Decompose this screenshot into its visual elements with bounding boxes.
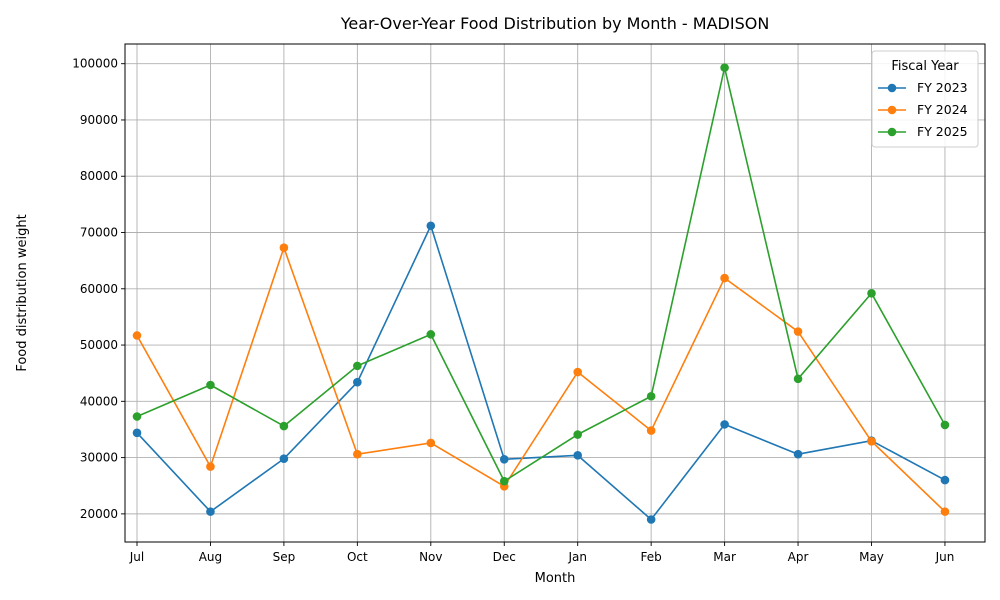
legend-marker: [887, 127, 897, 137]
data-point: [132, 412, 142, 421]
x-tick-label: Feb: [641, 550, 662, 564]
legend-label: FY 2024: [917, 102, 968, 117]
data-point: [206, 507, 215, 516]
legend: Fiscal Year FY 2023 FY 2024 FY 2025: [871, 50, 979, 148]
chart-title: Year-Over-Year Food Distribution by Mont…: [340, 14, 770, 33]
series-fy-2023: [132, 221, 950, 524]
data-point: [867, 436, 876, 446]
data-point: [940, 507, 950, 516]
x-tick-label: Jun: [935, 550, 955, 564]
data-point: [206, 462, 215, 471]
x-tick-label: Apr: [788, 550, 809, 564]
x-tick-label: May: [859, 550, 884, 564]
x-tick-label: Nov: [419, 550, 442, 564]
y-tick-label: 90000: [80, 113, 118, 127]
grid: [125, 44, 985, 542]
legend-marker: [887, 105, 897, 115]
data-point: [279, 454, 289, 464]
data-point: [573, 451, 582, 460]
data-point: [132, 331, 142, 340]
data-point: [353, 377, 362, 387]
series-group: [132, 63, 950, 524]
data-point: [426, 438, 436, 448]
legend-title: Fiscal Year: [891, 59, 959, 74]
series-line: [136, 246, 946, 513]
data-point: [573, 367, 582, 377]
x-tick-label: Jan: [567, 550, 587, 564]
x-tick-label: Mar: [713, 550, 736, 564]
legend-items: FY 2023 FY 2024 FY 2025: [878, 80, 968, 139]
x-tick-label: Dec: [493, 550, 516, 564]
y-tick-label: 40000: [80, 394, 118, 408]
data-point: [720, 273, 729, 283]
x-tick-label: Sep: [273, 550, 296, 564]
data-point: [646, 515, 656, 524]
legend-label: FY 2025: [917, 124, 968, 139]
y-tick-label: 20000: [80, 507, 118, 521]
data-point: [720, 63, 729, 72]
data-point: [867, 288, 876, 298]
series-fy-2024: [132, 243, 950, 516]
y-axis-ticks: 20000 30000 40000 50000 60000 70000 80000 90000…: [72, 57, 125, 521]
data-point: [573, 430, 582, 439]
data-point: [720, 420, 729, 429]
legend-marker: [887, 83, 897, 93]
data-point: [646, 391, 656, 401]
data-point: [940, 420, 950, 430]
x-tick-label: Jul: [129, 550, 144, 564]
x-tick-label: Oct: [347, 550, 368, 564]
data-point: [206, 380, 215, 390]
data-point: [426, 330, 436, 339]
data-point: [499, 454, 509, 464]
data-point: [793, 374, 803, 384]
data-point: [426, 221, 436, 231]
data-point: [132, 428, 142, 438]
series-line: [136, 224, 946, 521]
plot-frame: [124, 43, 986, 543]
y-tick-label: 100000: [72, 57, 118, 71]
x-tick-label: Aug: [199, 550, 222, 564]
y-tick-label: 50000: [80, 338, 118, 352]
series-fy-2025: [132, 63, 950, 486]
y-tick-label: 30000: [80, 451, 118, 465]
y-tick-label: 60000: [80, 282, 118, 296]
data-point: [793, 327, 803, 336]
x-axis-label: Month: [535, 571, 576, 586]
data-point: [353, 361, 362, 371]
series-line: [136, 66, 946, 483]
data-point: [499, 476, 509, 486]
legend-label: FY 2023: [917, 80, 968, 95]
y-tick-label: 80000: [80, 169, 118, 183]
data-point: [793, 449, 803, 459]
data-point: [279, 243, 289, 253]
x-axis-ticks: Jul Aug Sep Oct Nov Dec Jan Feb Mar Apr May Jun: [129, 542, 955, 564]
data-point: [279, 421, 289, 431]
y-tick-label: 70000: [80, 226, 118, 240]
data-point: [646, 426, 656, 435]
data-point: [940, 475, 950, 485]
data-point: [353, 449, 362, 459]
y-axis-label: Food distribution weight: [15, 214, 30, 371]
legend-box: [871, 50, 979, 148]
